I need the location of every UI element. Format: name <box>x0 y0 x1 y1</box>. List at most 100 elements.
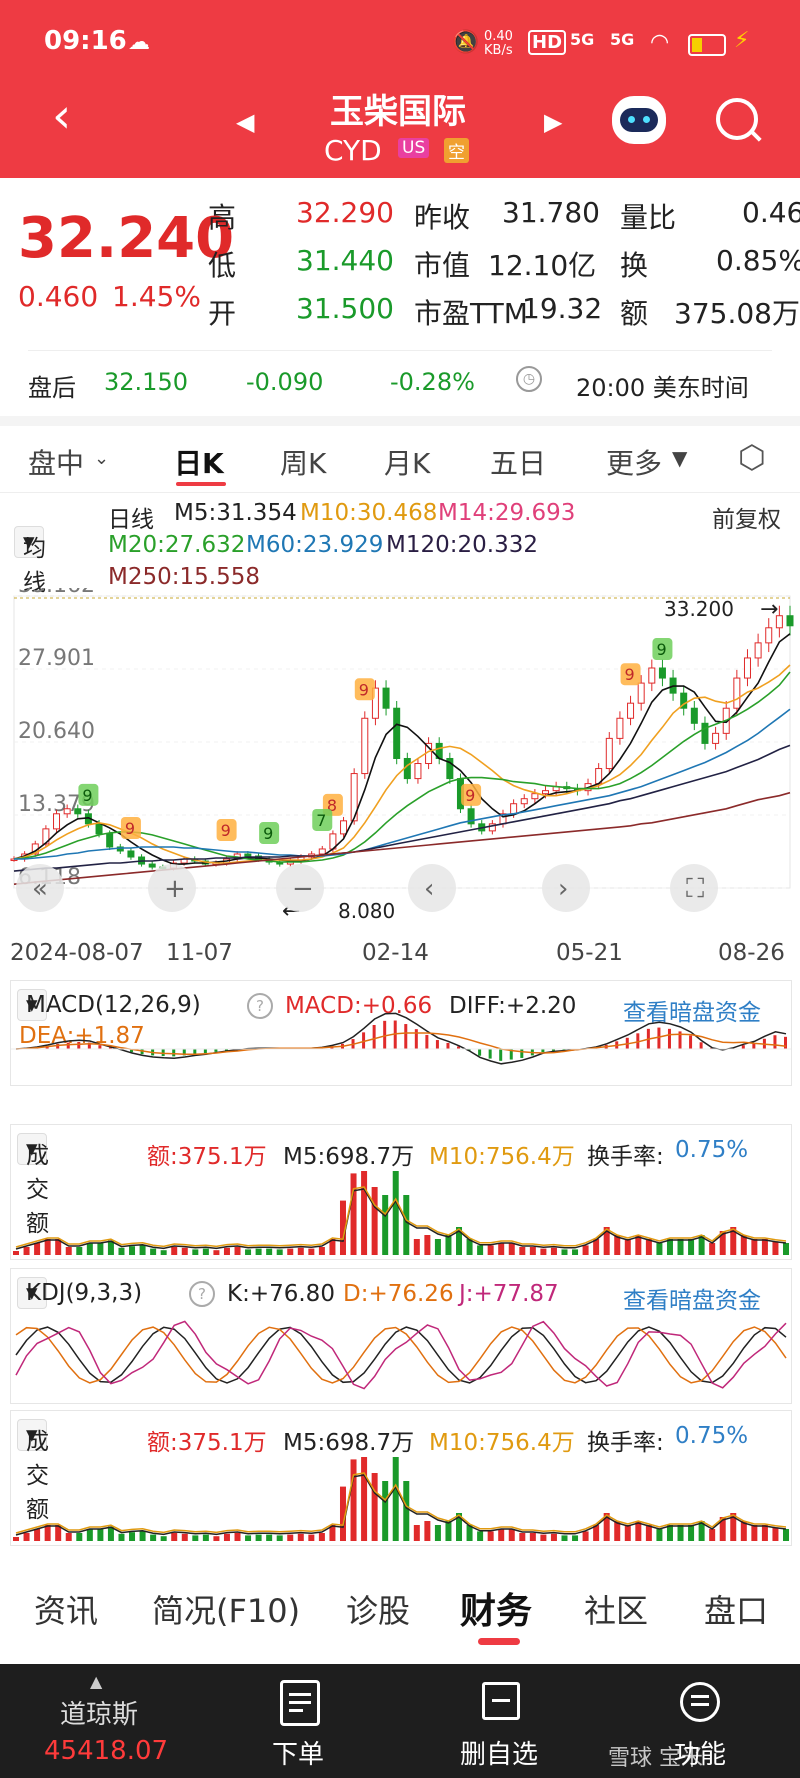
volume-bar <box>245 1249 252 1255</box>
td-marker-bg <box>652 638 673 661</box>
candle <box>605 737 613 770</box>
volume-panel-2: 成交额 ▾ 额:375.1万 M5:698.7万 M10:756.4万 换手率:… <box>10 1410 792 1546</box>
adjust-mode[interactable]: 前复权 <box>712 507 781 533</box>
back-icon[interactable]: ‹ <box>52 88 72 144</box>
pe-value: 19.32 <box>522 292 603 325</box>
tab-intraday[interactable]: 盘中 <box>28 447 85 480</box>
td-marker: 9 <box>263 824 273 843</box>
remove-watch-button[interactable]: 删自选 <box>460 1740 539 1770</box>
tab-weekly-k[interactable]: 周K <box>280 447 327 480</box>
kline-chart[interactable]: 35.16227.90120.64013.3796.11899999879993… <box>0 588 800 968</box>
chart-nav-button <box>670 864 718 912</box>
volume-bar <box>614 1235 621 1255</box>
volume-selector[interactable]: 成交额 ▾ <box>17 1419 49 1523</box>
macd-selector[interactable]: MACD(12,26,9) ▾ <box>17 989 201 1021</box>
volume-m5-line <box>15 1188 787 1250</box>
watermark: 雪球 宝米 <box>608 1746 703 1771</box>
tab-diagnosis[interactable]: 诊股 <box>346 1592 411 1630</box>
candle <box>658 667 666 679</box>
high-price-marker: 33.200 <box>664 597 734 621</box>
search-icon[interactable] <box>716 98 762 142</box>
help-icon[interactable]: ? <box>247 993 273 1019</box>
help-icon[interactable]: ? <box>189 1281 215 1307</box>
settings-hex-icon[interactable]: ⬡ <box>738 438 766 476</box>
tab-financials[interactable]: 财务 <box>460 1591 533 1632</box>
kdj-d-line <box>15 1326 787 1384</box>
macd-bar <box>56 1043 60 1049</box>
volume-bar <box>635 1235 642 1255</box>
volume-bar <box>34 1529 41 1541</box>
tab-community[interactable]: 社区 <box>584 1592 649 1630</box>
volume-bar <box>519 1247 526 1255</box>
turnover-rate-value: 0.75% <box>675 1423 749 1449</box>
volume-bar <box>624 1525 631 1541</box>
dark-pool-link[interactable]: 查看暗盘资金 <box>623 1000 761 1026</box>
ma-daily-label: 日线 <box>108 507 154 533</box>
diff-line <box>15 1012 787 1065</box>
high-value: 32.290 <box>296 196 394 229</box>
after-hours-price: 32.150 <box>104 368 188 396</box>
tab-daily-k[interactable]: 日K <box>174 447 224 480</box>
td-marker: 9 <box>221 821 231 840</box>
candle <box>467 808 475 825</box>
macd-title: MACD(12,26,9) <box>26 992 201 1018</box>
kdj-selector[interactable]: KDJ(9,3,3) ▾ <box>17 1277 142 1309</box>
tab-more[interactable]: 更多 <box>606 447 663 480</box>
short-badge: 空 <box>444 138 469 163</box>
volume-bar <box>403 1195 410 1255</box>
candle <box>637 682 645 704</box>
volume-bar <box>55 1239 62 1255</box>
volume-bar <box>202 1248 209 1255</box>
volume-bar <box>635 1521 642 1541</box>
tab-monthly-k[interactable]: 月K <box>384 447 431 480</box>
dark-pool-link[interactable]: 查看暗盘资金 <box>623 1288 761 1314</box>
chart-nav-button <box>276 864 324 912</box>
volume-bar <box>392 1457 399 1541</box>
volume-bar <box>487 1245 494 1255</box>
volume-bar <box>97 1529 104 1541</box>
ma-selector[interactable]: 均线 ▾ <box>14 526 46 596</box>
candle <box>786 615 794 627</box>
macd-bar <box>172 1049 176 1057</box>
tab-five-day[interactable]: 五日 <box>490 447 547 480</box>
after-hours-change-pct: -0.28% <box>390 368 475 396</box>
robot-assistant-icon[interactable] <box>612 96 666 144</box>
x-tick-label: 02-14 <box>362 940 429 966</box>
ma-line-m10 <box>13 664 791 864</box>
macd-bar <box>182 1049 186 1056</box>
td-marker-bg <box>78 783 99 806</box>
volume-selector[interactable]: 成交额 ▾ <box>17 1133 49 1237</box>
macd-bar <box>214 1049 218 1052</box>
volume-bar <box>456 1227 463 1255</box>
ma-line-m250 <box>13 791 791 885</box>
tab-news[interactable]: 资讯 <box>34 1592 99 1630</box>
volume-bar <box>129 1532 136 1541</box>
next-stock-icon[interactable]: ▶ <box>544 108 563 136</box>
tab-profile[interactable]: 简况(F10) <box>152 1592 301 1630</box>
function-button[interactable]: 功能 <box>674 1740 727 1770</box>
expand-up-icon[interactable]: ▲ <box>90 1672 103 1691</box>
x-tick-label: 08-26 <box>718 940 785 966</box>
volume-bar <box>730 1227 737 1255</box>
price-change-pct: 1.45% <box>112 280 201 313</box>
volume-graph <box>13 1457 789 1541</box>
volume-bar <box>666 1525 673 1541</box>
index-name[interactable]: 道琼斯 <box>60 1700 139 1730</box>
candle <box>148 863 156 868</box>
td-marker: 9 <box>625 665 635 684</box>
candle <box>712 732 720 744</box>
candle <box>690 707 698 724</box>
candle <box>733 677 741 709</box>
volume-bar <box>192 1249 199 1255</box>
macd-bar <box>488 1049 492 1059</box>
prev-stock-icon[interactable]: ◀ <box>236 108 255 136</box>
volume-m10: M10:756.4万 <box>429 1430 575 1456</box>
volume-bar <box>477 1245 484 1255</box>
next-icon: › <box>558 874 568 904</box>
order-button[interactable]: 下单 <box>272 1740 325 1770</box>
macd-bar <box>741 1045 745 1049</box>
volume-bar <box>540 1248 547 1255</box>
macd-bar <box>689 1035 693 1049</box>
tab-orderbook[interactable]: 盘口 <box>704 1592 769 1630</box>
candle <box>542 790 550 795</box>
